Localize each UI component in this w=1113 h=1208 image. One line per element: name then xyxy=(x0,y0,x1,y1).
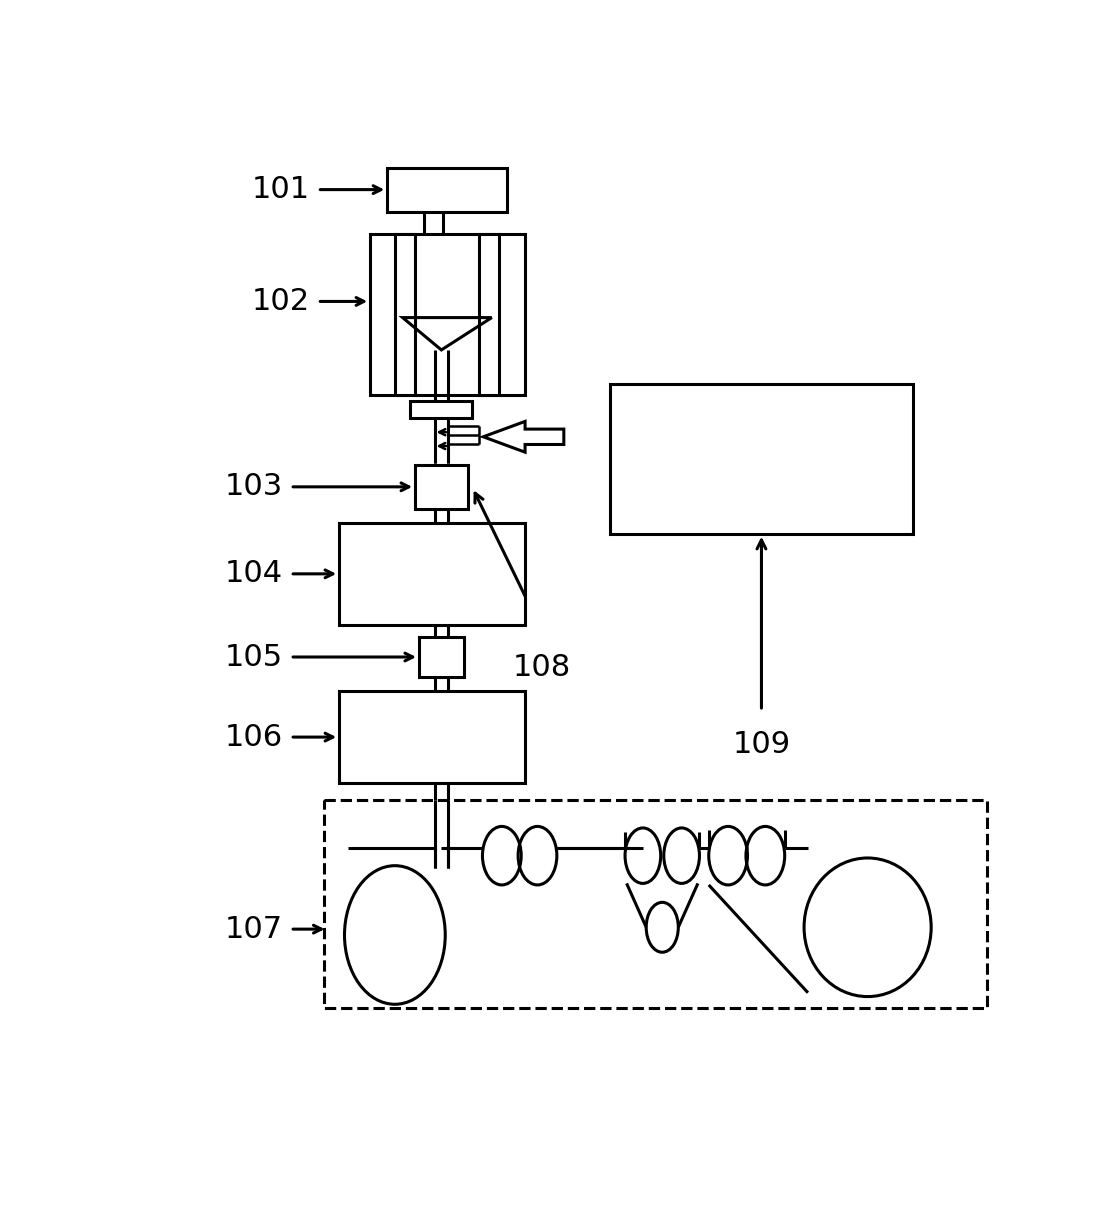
Text: 107: 107 xyxy=(225,914,283,943)
Bar xyxy=(324,800,987,1009)
Text: 102: 102 xyxy=(252,288,309,316)
Bar xyxy=(395,233,415,395)
Bar xyxy=(411,401,472,418)
Bar xyxy=(339,523,525,625)
Bar xyxy=(415,465,467,509)
Text: 109: 109 xyxy=(732,730,790,759)
Bar xyxy=(479,233,499,395)
Text: 104: 104 xyxy=(225,559,283,588)
Text: 101: 101 xyxy=(252,175,309,204)
Bar xyxy=(387,168,508,211)
Text: 103: 103 xyxy=(224,472,283,501)
Bar xyxy=(371,233,525,395)
Bar xyxy=(339,691,525,783)
Text: 105: 105 xyxy=(225,643,283,672)
Bar xyxy=(610,384,913,534)
Text: 108: 108 xyxy=(513,654,571,683)
Bar xyxy=(418,637,464,676)
Polygon shape xyxy=(483,422,564,452)
Text: 106: 106 xyxy=(225,722,283,751)
